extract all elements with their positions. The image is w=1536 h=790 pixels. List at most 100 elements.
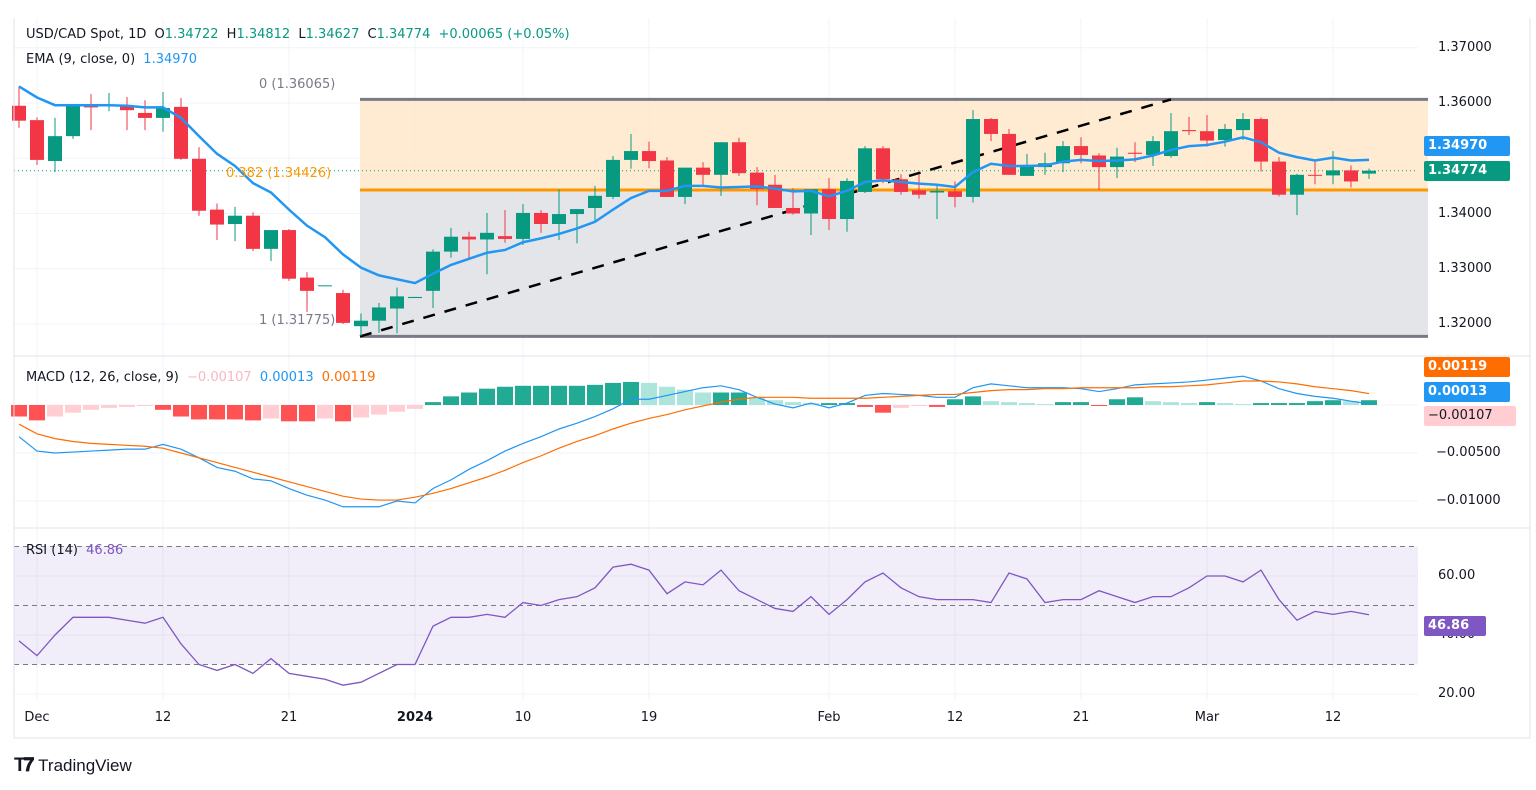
rsi-axis-tick: 60.00: [1438, 568, 1476, 583]
candle-body: [984, 119, 998, 134]
rsi-axis-tick: 20.00: [1438, 686, 1476, 701]
candle-body: [228, 215, 242, 224]
candle: [570, 209, 584, 244]
main-legend: USD/CAD Spot, 1D O1.34722 H1.34812 L1.34…: [26, 27, 574, 42]
candle: [12, 86, 26, 128]
candle: [822, 178, 836, 231]
macd-histogram-bar: [281, 405, 297, 422]
candle: [1290, 173, 1304, 216]
fib-level-382-label: 0.382 (1.34426): [226, 166, 332, 181]
candle: [174, 98, 188, 160]
candle: [48, 117, 62, 173]
candle: [588, 185, 602, 222]
macd-histogram-bar: [551, 385, 567, 405]
macd-histogram-bar: [587, 384, 603, 405]
macd-signal-line: [18, 380, 1370, 501]
macd-histogram-bar: [371, 405, 387, 415]
macd-axis-tick: −0.01000: [1436, 493, 1501, 508]
candle: [372, 303, 386, 333]
candle-body: [948, 191, 962, 197]
candle-body: [570, 209, 584, 215]
candle-body: [588, 195, 602, 208]
macd-histogram-bar: [1325, 400, 1341, 405]
price-axis-tick: 1.33000: [1438, 260, 1492, 276]
macd-histogram-bar: [173, 405, 189, 417]
macd-histogram-bar: [29, 405, 45, 421]
macd-histogram-bar: [1343, 401, 1359, 405]
candle: [1254, 117, 1268, 172]
fib-zone-lower: [360, 189, 1428, 337]
macd-histogram-bar: [875, 405, 891, 413]
candle-body: [66, 105, 80, 137]
time-axis-tick: 21: [280, 710, 298, 725]
candle-body: [678, 167, 692, 197]
rsi-legend-label: RSI (14): [26, 543, 78, 558]
candle: [498, 210, 512, 243]
macd-histogram-bar: [1109, 399, 1125, 405]
candle: [66, 104, 80, 139]
macd-histogram-bar: [119, 405, 135, 407]
tradingview-logo-icon: T𝟕: [14, 755, 34, 776]
candle-body: [480, 232, 494, 240]
candle: [804, 189, 818, 236]
symbol-label: USD/CAD Spot, 1D: [26, 27, 147, 42]
time-axis-tick: 19: [640, 710, 658, 725]
candle-body: [426, 251, 440, 291]
candle: [408, 296, 422, 299]
macd-histogram-bar: [1073, 402, 1089, 405]
candle: [516, 204, 530, 245]
ema-legend: EMA (9, close, 0) 1.34970: [26, 52, 201, 67]
macd-histogram-bar: [425, 402, 441, 405]
time-axis-tick: 12: [946, 710, 964, 725]
price-axis-tick: 1.36000: [1438, 95, 1492, 110]
macd-histogram-bar: [893, 405, 909, 408]
price-axis-tick: 1.37000: [1438, 39, 1492, 55]
macd-histogram-bar: [911, 405, 927, 406]
macd-pane: [11, 375, 1377, 508]
macd-histogram-bar: [155, 405, 171, 410]
macd-histogram-bar: [785, 402, 801, 405]
tradingview-logo[interactable]: T𝟕 TradingView: [14, 755, 132, 777]
rsi-legend-value: 46.86: [86, 543, 124, 558]
candle: [426, 249, 440, 308]
ema-legend-value: 1.34970: [143, 52, 198, 67]
candle: [390, 287, 404, 334]
candle: [282, 228, 296, 281]
macd-histogram-bar: [461, 392, 477, 405]
candle-body: [1200, 131, 1214, 141]
price-axis-tick: 1.32000: [1438, 316, 1492, 331]
macd-histogram-bar: [1127, 397, 1143, 405]
close-price-tag: 1.34774: [1424, 161, 1510, 181]
macd-histogram-bar: [101, 405, 117, 408]
macd-histogram-bar: [353, 405, 369, 418]
candle: [264, 230, 278, 262]
macd-legend-label: MACD (12, 26, close, 9): [26, 370, 179, 385]
candle: [336, 289, 350, 324]
rsi-legend: RSI (14) 46.86: [26, 543, 127, 558]
candle-body: [1362, 170, 1376, 174]
candle-body: [1182, 130, 1196, 132]
fibonacci-retracement[interactable]: [14, 97, 1428, 338]
macd-axis-tick: −0.00500: [1436, 445, 1501, 460]
macd-histogram-bar: [1001, 402, 1017, 405]
candle-body: [408, 296, 422, 299]
candle: [1308, 161, 1322, 185]
candle-body: [138, 112, 152, 118]
macd-histogram-bar: [569, 385, 585, 405]
candle: [732, 137, 746, 176]
macd-legend: MACD (12, 26, close, 9) −0.00107 0.00013…: [26, 370, 380, 385]
candle-body: [336, 293, 350, 323]
candle: [246, 212, 260, 252]
candle: [552, 189, 566, 241]
macd-histogram-bar: [857, 405, 873, 407]
hist-price-tag: −0.00107: [1424, 406, 1516, 426]
time-axis-tick: 12: [1324, 710, 1342, 725]
time-axis-tick: 21: [1072, 710, 1090, 725]
candle-body: [750, 172, 764, 190]
macd-histogram-bar: [1253, 403, 1269, 405]
macd-histogram-bar: [695, 392, 711, 405]
macd-histogram-bar: [1271, 403, 1287, 405]
macd-histogram-bar: [65, 405, 81, 413]
macd-histogram-bar: [1091, 405, 1107, 406]
